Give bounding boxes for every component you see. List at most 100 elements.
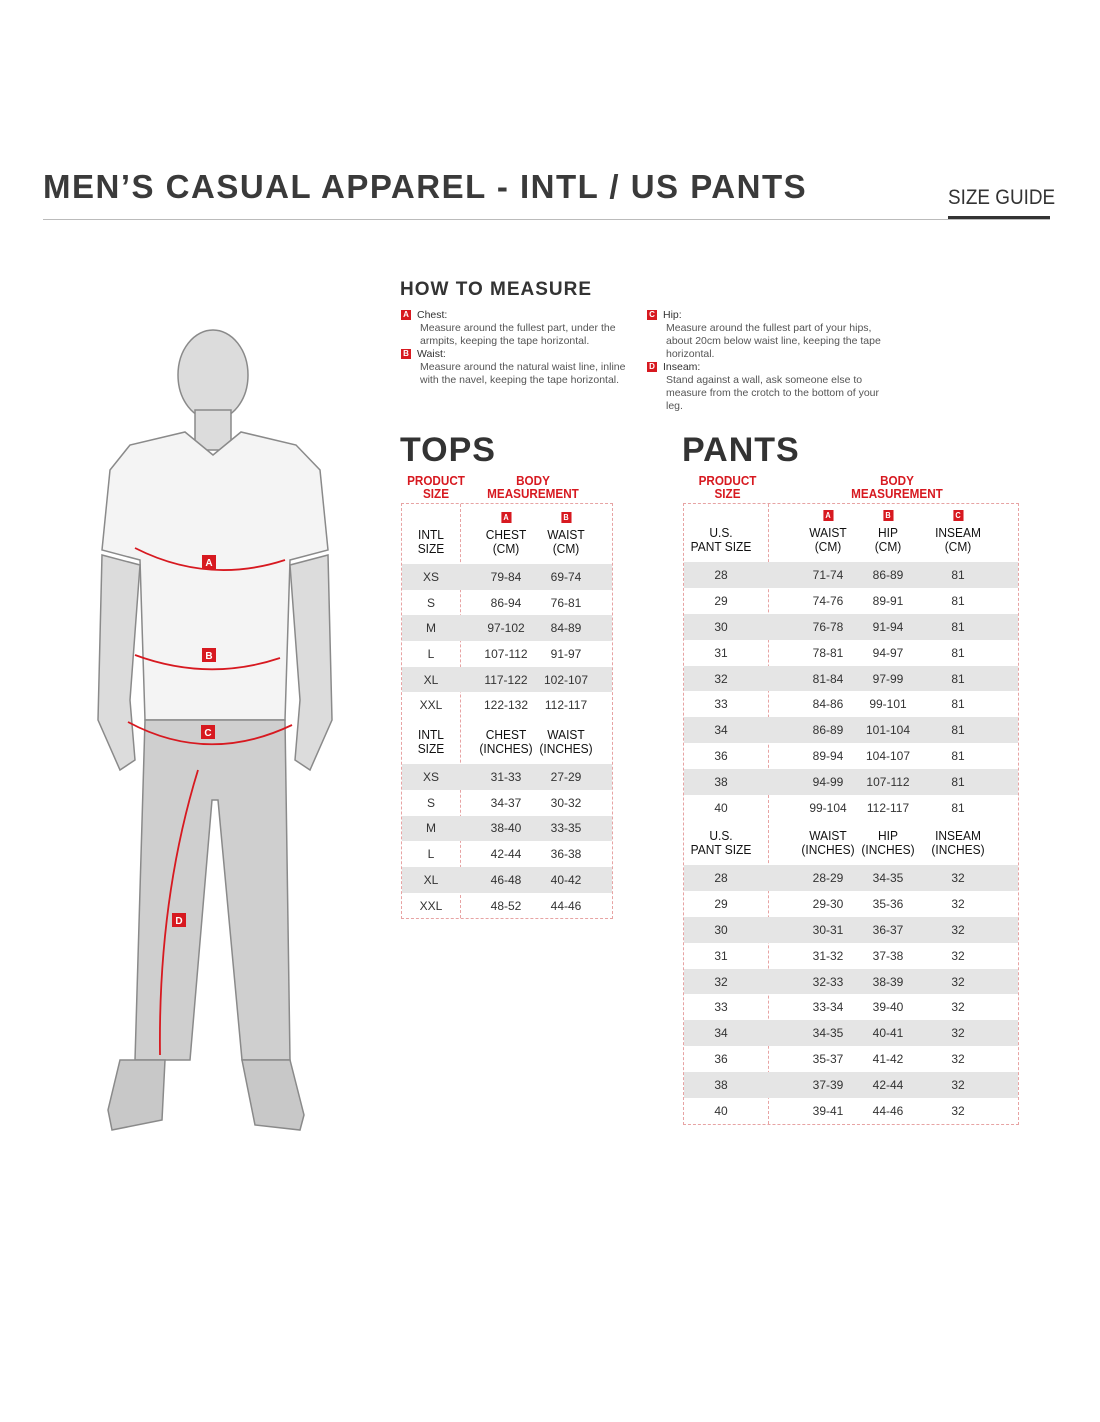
column-header: C INSEAM (CM) — [917, 504, 1000, 554]
header-text: (CM) — [874, 539, 902, 554]
header-text: PANT SIZE — [690, 842, 752, 857]
tops-product-size: PRODUCT SIZE — [407, 473, 465, 501]
header-text: (INCHES) — [861, 842, 915, 857]
table-cell: XL — [423, 872, 439, 887]
table-cell: 117-122 — [484, 672, 528, 687]
size-guide-label: SIZE GUIDE — [948, 186, 1056, 209]
measure-badge: B — [560, 512, 572, 523]
tops-table: INTL SIZE A CHEST (CM) B WAIST (CM) XS 79-84 69-74… — [401, 503, 613, 919]
table-row: 28 71-74 86-89 81 — [684, 562, 1018, 588]
table-cell: 97-102 — [487, 621, 525, 636]
table-cell: 28 — [714, 567, 728, 582]
table-cell: 97-99 — [872, 671, 904, 686]
marker-b — [202, 648, 216, 662]
table-row: 38 37-39 42-44 32 — [684, 1072, 1018, 1099]
table-row: 30 76-78 91-94 81 — [684, 613, 1018, 640]
table-cell: 81 — [951, 567, 965, 582]
how-to-measure-title: HOW TO MEASURE — [400, 279, 593, 300]
table-cell: 78-81 — [812, 645, 844, 660]
table-cell: 42-44 — [490, 847, 522, 862]
header-text: PANT SIZE — [690, 539, 752, 554]
table-row: 34 34-35 40-41 32 — [684, 1020, 1018, 1047]
table-row: L 107-112 91-97 — [402, 641, 612, 667]
table-cell: 99-101 — [869, 697, 907, 712]
table-cell: 81 — [951, 749, 965, 764]
table-cell: XS — [422, 770, 439, 785]
column-header: A WAIST (CM) — [787, 504, 870, 554]
head — [177, 329, 249, 421]
table-cell: 40-41 — [872, 1026, 904, 1041]
table-cell: 32 — [951, 974, 965, 989]
table-cell: 81 — [951, 723, 965, 738]
chest-measure-line — [134, 547, 286, 571]
table-cell: 89-91 — [872, 593, 904, 608]
table-cell: 31-33 — [490, 770, 522, 785]
hip-label: Hip: — [663, 309, 682, 321]
column-header: INSEAM (INCHES) — [917, 821, 1000, 857]
table-row: XL 46-48 40-42 — [402, 867, 612, 893]
table-cell: 112-117 — [544, 698, 588, 713]
table-cell: S — [426, 595, 435, 610]
table-cell: 107-112 — [866, 775, 910, 790]
table-row: M 97-102 84-89 — [402, 615, 612, 642]
header-text: WAIST — [547, 727, 585, 743]
table-row: 31 31-32 37-38 32 — [684, 943, 1018, 969]
column-header: U.S. PANT SIZE — [680, 821, 763, 857]
measure-badge: A — [500, 512, 512, 523]
table-cell: 42-44 — [872, 1078, 904, 1093]
measure-badge: C — [952, 510, 964, 521]
table-row: L 42-44 36-38 — [402, 841, 612, 867]
left-shoe — [107, 1059, 166, 1131]
table-cell: 76-81 — [550, 595, 582, 610]
header-text: CHEST — [485, 527, 527, 542]
table-cell: 28-29 — [812, 870, 844, 885]
table-cell: 27-29 — [550, 770, 582, 785]
table-cell: 29 — [714, 896, 728, 911]
model-figure: A B C D — [97, 329, 333, 1131]
table-cell: 30 — [714, 922, 728, 937]
header-text: (CM) — [492, 541, 520, 556]
table-cell: 35-37 — [812, 1052, 844, 1067]
table-cell: 79-84 — [490, 569, 522, 584]
table-cell: 104-107 — [865, 749, 911, 764]
table-row: 40 39-41 44-46 32 — [684, 1098, 1018, 1124]
table-cell: S — [426, 795, 435, 810]
table-cell: M — [426, 621, 436, 636]
table-cell: 44-46 — [872, 1104, 904, 1119]
pants-title: PANTS — [682, 431, 800, 469]
table-cell: 34-37 — [490, 795, 522, 810]
table-cell: 94-97 — [872, 645, 904, 660]
column-divider — [460, 504, 461, 918]
table-cell: 38-39 — [872, 974, 904, 989]
column-divider — [768, 504, 769, 1124]
table-cell: L — [427, 847, 435, 862]
table-cell: 36-38 — [550, 847, 582, 862]
header-text: WAIST — [547, 527, 585, 542]
table-row: 31 78-81 94-97 81 — [684, 640, 1018, 666]
header-text: SIZE — [417, 741, 445, 757]
hip-measure-line — [127, 721, 293, 746]
table-cell: 99-104 — [809, 801, 847, 816]
title-divider — [43, 219, 1050, 220]
table-row: 40 99-104 112-117 81 — [684, 795, 1018, 821]
header-text: (INCHES) — [479, 741, 533, 757]
table-cell: 32 — [714, 671, 728, 686]
header-text: INSEAM — [935, 525, 981, 540]
table-cell: 71-74 — [812, 567, 844, 582]
table-cell: 38 — [714, 775, 728, 790]
column-header: INTL SIZE — [390, 504, 473, 556]
table-cell: 40-42 — [550, 872, 582, 887]
table-cell: 32 — [951, 1078, 965, 1093]
marker-d — [172, 913, 186, 927]
table-cell: 33 — [714, 1000, 728, 1015]
table-cell: 33 — [714, 697, 728, 712]
table-cell: 46-48 — [490, 872, 522, 887]
inseam-text: Stand against a wall, ask someone else t… — [666, 374, 880, 412]
table-row: XS 31-33 27-29 — [402, 764, 612, 790]
table-row: S 86-94 76-81 — [402, 590, 612, 616]
table-cell: 32 — [714, 974, 728, 989]
table-cell: 31-32 — [812, 948, 844, 963]
table-cell: 28 — [714, 870, 728, 885]
hip-text: Measure around the fullest part of your … — [666, 322, 881, 360]
table-cell: 112-117 — [866, 801, 910, 816]
